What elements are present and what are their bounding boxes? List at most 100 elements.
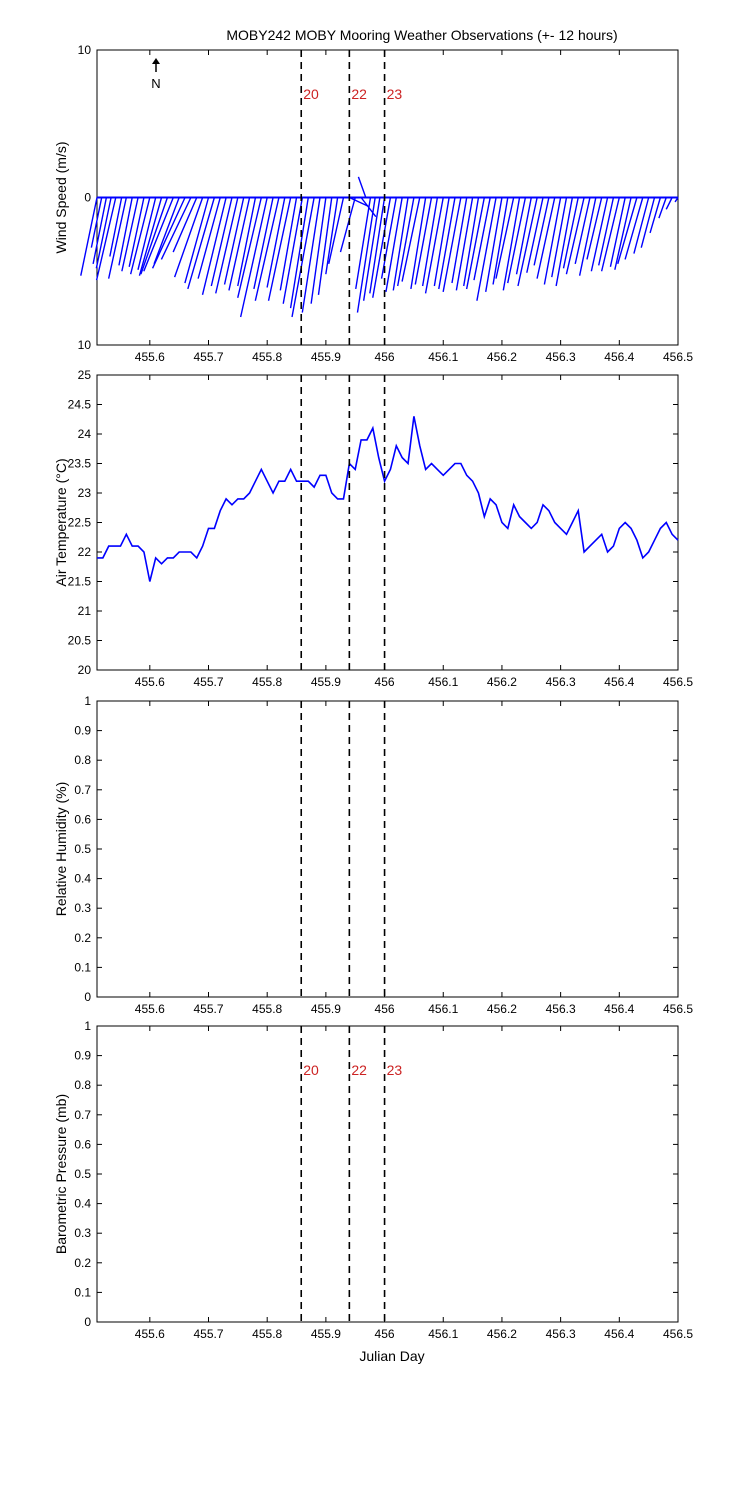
panel-2: 455.6 455.7 455.8 455.9 456 456.1 456.2 456.3 45… xyxy=(53,368,693,689)
y-tick-label: 0.4 xyxy=(74,872,91,886)
wind-vector xyxy=(95,197,112,269)
wind-vector xyxy=(107,197,128,279)
y-tick-label: 1 xyxy=(84,694,91,708)
wind-vector xyxy=(279,197,298,291)
wind-vector xyxy=(184,197,210,284)
wind-vector xyxy=(517,197,538,287)
wind-vector xyxy=(289,197,309,309)
x-tick-label: 455.7 xyxy=(193,1002,223,1016)
wind-vector xyxy=(433,197,450,287)
x-tick-label: 456 xyxy=(375,675,395,689)
wind-vector xyxy=(424,197,444,294)
wind-vector xyxy=(485,197,503,293)
x-tick-label: 456.4 xyxy=(604,1327,634,1341)
wind-vector xyxy=(369,197,386,294)
y-axis-label: Air Temperature (°C) xyxy=(53,458,69,586)
y-tick-label: 25 xyxy=(78,368,92,382)
x-tick-label: 455.8 xyxy=(252,350,282,364)
y-tick-label: 0.1 xyxy=(74,960,91,974)
y-tick-label: 20 xyxy=(78,663,92,677)
wind-vector xyxy=(421,197,439,287)
x-tick-label: 455.9 xyxy=(311,350,341,364)
y-axis-label: Barometric Pressure (mb) xyxy=(53,1094,69,1254)
wind-vector xyxy=(349,196,369,207)
wind-vector xyxy=(533,197,550,266)
wind-vector xyxy=(372,197,392,298)
y-tick-label: 24.5 xyxy=(68,398,92,412)
wind-vector xyxy=(578,197,597,276)
x-tick-label: 456.5 xyxy=(663,350,693,364)
y-tick-label: 20.5 xyxy=(68,634,92,648)
wind-vector xyxy=(401,197,421,282)
y-tick-label: 0.3 xyxy=(74,1226,91,1240)
x-tick-label: 456.2 xyxy=(487,350,517,364)
wind-vector xyxy=(551,197,568,278)
wind-vector xyxy=(455,197,474,291)
wind-vector xyxy=(197,197,221,279)
north-arrow-icon xyxy=(152,58,160,72)
wind-vector xyxy=(140,197,169,275)
wind-vector xyxy=(492,197,509,285)
y-axis-label: Wind Speed (m/s) xyxy=(53,141,69,253)
wind-vector xyxy=(187,197,216,290)
y-tick-label: 0.3 xyxy=(74,901,91,915)
x-tick-label: 455.7 xyxy=(193,350,223,364)
y-tick-label: 22 xyxy=(78,545,92,559)
event-marker-label: 20 xyxy=(303,1062,319,1078)
x-tick-label: 455.7 xyxy=(193,675,223,689)
wind-vector xyxy=(291,197,315,318)
wind-vector xyxy=(600,197,620,272)
wind-vector xyxy=(362,197,381,301)
wind-vector xyxy=(438,197,456,290)
wind-vector xyxy=(254,197,280,301)
x-tick-label: 456.5 xyxy=(663,1002,693,1016)
x-tick-label: 455.7 xyxy=(193,1327,223,1341)
wind-vector xyxy=(565,197,585,275)
y-tick-label: 0.5 xyxy=(74,842,91,856)
wind-vector xyxy=(476,197,497,301)
y-tick-label: 0.1 xyxy=(74,1285,91,1299)
wind-vector xyxy=(160,197,192,260)
y-tick-label: 0.6 xyxy=(74,1137,91,1151)
wind-vector xyxy=(151,197,186,269)
wind-vector xyxy=(640,197,656,248)
x-tick-label: 455.9 xyxy=(311,675,341,689)
wind-vector xyxy=(574,197,591,265)
wind-vector xyxy=(253,197,274,290)
wind-vector xyxy=(153,197,180,265)
x-axis-label: Julian Day xyxy=(359,1348,424,1364)
wind-vector xyxy=(526,197,544,273)
wind-vector xyxy=(658,197,667,219)
wind-vector xyxy=(674,197,679,203)
wind-vector xyxy=(562,197,579,269)
x-tick-label: 455.6 xyxy=(135,1002,165,1016)
y-tick-label: 1 xyxy=(84,1019,91,1033)
wind-vector xyxy=(239,197,268,318)
wind-vector xyxy=(451,197,468,284)
wind-vector xyxy=(137,197,157,270)
wind-vector xyxy=(555,197,574,287)
wind-vector xyxy=(396,197,415,287)
x-tick-label: 456 xyxy=(375,1002,395,1016)
y-tick-label: 23 xyxy=(78,486,92,500)
x-tick-label: 456.4 xyxy=(604,350,634,364)
wind-vector xyxy=(356,197,376,313)
x-tick-label: 456.4 xyxy=(604,1002,634,1016)
wind-vector xyxy=(609,197,626,267)
x-tick-label: 456.1 xyxy=(428,1327,458,1341)
x-tick-label: 455.8 xyxy=(252,1002,282,1016)
x-tick-label: 456.3 xyxy=(546,1327,576,1341)
x-tick-label: 455.9 xyxy=(311,1327,341,1341)
x-tick-label: 455.8 xyxy=(252,1327,282,1341)
event-marker-label: 22 xyxy=(351,86,367,102)
y-tick-label: 0.9 xyxy=(74,1049,91,1063)
y-tick-label: 10 xyxy=(78,338,92,352)
y-tick-label: 0.4 xyxy=(74,1197,91,1211)
wind-vector xyxy=(624,197,644,260)
x-tick-label: 456.2 xyxy=(487,675,517,689)
x-tick-label: 456.2 xyxy=(487,1327,517,1341)
x-tick-label: 455.6 xyxy=(135,675,165,689)
wind-vector xyxy=(173,197,204,278)
wind-vector xyxy=(228,197,251,291)
